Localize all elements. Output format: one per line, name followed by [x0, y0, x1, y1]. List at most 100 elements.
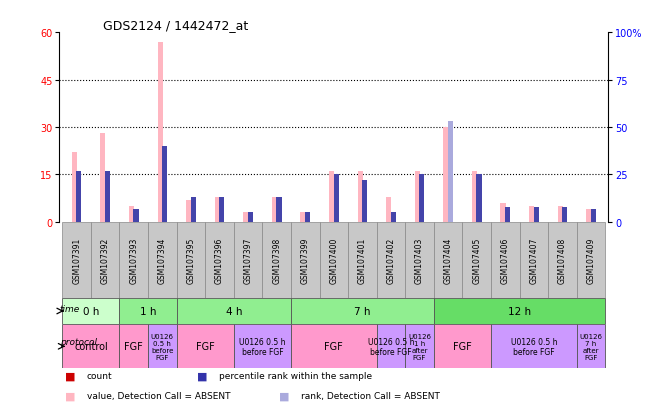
Bar: [505, 207, 510, 222]
Bar: [120, 298, 176, 325]
Text: ■: ■: [65, 391, 75, 401]
Bar: [477, 175, 481, 222]
Bar: [129, 206, 134, 222]
Bar: [234, 325, 291, 368]
Text: U0126 0.5 h
before FGF: U0126 0.5 h before FGF: [368, 337, 414, 356]
Text: ■: ■: [279, 391, 290, 401]
Text: rank, Detection Call = ABSENT: rank, Detection Call = ABSENT: [301, 391, 440, 400]
Bar: [362, 180, 368, 222]
Bar: [348, 222, 377, 298]
Text: 4 h: 4 h: [225, 306, 242, 316]
Text: value, Detection Call = ABSENT: value, Detection Call = ABSENT: [87, 391, 231, 400]
Bar: [434, 298, 605, 325]
Text: 0 h: 0 h: [83, 306, 99, 316]
Text: GSM107397: GSM107397: [244, 237, 253, 283]
Text: time: time: [59, 304, 80, 313]
Bar: [557, 206, 563, 222]
Bar: [262, 222, 291, 298]
Bar: [276, 198, 282, 222]
Bar: [586, 210, 591, 222]
Bar: [62, 222, 91, 298]
Bar: [215, 197, 220, 222]
Bar: [377, 325, 405, 368]
Bar: [100, 134, 106, 222]
Text: U0126
1 h
after
FGF: U0126 1 h after FGF: [408, 333, 431, 360]
Text: FGF: FGF: [325, 342, 343, 351]
Bar: [520, 222, 548, 298]
Bar: [463, 222, 491, 298]
Text: GSM107408: GSM107408: [558, 237, 567, 283]
Bar: [234, 222, 262, 298]
Bar: [391, 213, 396, 222]
Text: percentile rank within the sample: percentile rank within the sample: [219, 371, 371, 380]
Bar: [186, 200, 191, 222]
Text: ■: ■: [197, 371, 207, 381]
Bar: [291, 325, 377, 368]
Bar: [472, 172, 477, 222]
Bar: [190, 198, 196, 222]
Bar: [419, 175, 424, 222]
Bar: [62, 298, 120, 325]
Bar: [562, 207, 567, 222]
Text: U0126
7 h
after
FGF: U0126 7 h after FGF: [580, 333, 602, 360]
Text: 12 h: 12 h: [508, 306, 531, 316]
Bar: [272, 197, 277, 222]
Bar: [176, 222, 205, 298]
Text: GSM107400: GSM107400: [329, 237, 338, 283]
Bar: [533, 207, 539, 222]
Text: GSM107403: GSM107403: [415, 237, 424, 283]
Bar: [305, 213, 310, 222]
Text: GSM107393: GSM107393: [130, 237, 138, 283]
Bar: [291, 222, 319, 298]
Bar: [176, 325, 234, 368]
Bar: [529, 206, 534, 222]
Bar: [548, 222, 576, 298]
Text: 7 h: 7 h: [354, 306, 371, 316]
Text: U0126 0.5 h
before FGF: U0126 0.5 h before FGF: [510, 337, 557, 356]
Bar: [148, 222, 176, 298]
Bar: [405, 325, 434, 368]
Text: FGF: FGF: [453, 342, 472, 351]
Text: U0126
0.5 h
before
FGF: U0126 0.5 h before FGF: [151, 333, 174, 360]
Text: GSM107398: GSM107398: [272, 237, 281, 283]
Bar: [576, 325, 605, 368]
Text: GDS2124 / 1442472_at: GDS2124 / 1442472_at: [103, 19, 249, 32]
Bar: [444, 128, 448, 222]
Bar: [319, 222, 348, 298]
Text: GSM107406: GSM107406: [501, 237, 510, 283]
Bar: [105, 171, 110, 222]
Bar: [291, 298, 434, 325]
Bar: [500, 203, 506, 222]
Bar: [434, 222, 463, 298]
Bar: [248, 213, 253, 222]
Bar: [148, 325, 176, 368]
Bar: [72, 153, 77, 222]
Text: GSM107399: GSM107399: [301, 237, 310, 283]
Text: FGF: FGF: [124, 342, 143, 351]
Bar: [329, 172, 334, 222]
Bar: [176, 298, 291, 325]
Text: GSM107409: GSM107409: [586, 237, 596, 283]
Text: GSM107405: GSM107405: [472, 237, 481, 283]
Bar: [576, 222, 605, 298]
Bar: [414, 172, 420, 222]
Bar: [134, 209, 139, 222]
Bar: [157, 43, 163, 222]
Text: GSM107396: GSM107396: [215, 237, 224, 283]
Text: control: control: [74, 342, 108, 351]
Text: 1 h: 1 h: [140, 306, 156, 316]
Bar: [120, 222, 148, 298]
Bar: [62, 325, 120, 368]
Bar: [334, 175, 338, 222]
Bar: [447, 122, 453, 222]
Bar: [358, 172, 363, 222]
Bar: [91, 222, 120, 298]
Text: GSM107407: GSM107407: [529, 237, 538, 283]
Bar: [491, 325, 576, 368]
Bar: [405, 222, 434, 298]
Bar: [243, 213, 249, 222]
Bar: [434, 325, 491, 368]
Bar: [120, 325, 148, 368]
Bar: [491, 222, 520, 298]
Bar: [77, 171, 81, 222]
